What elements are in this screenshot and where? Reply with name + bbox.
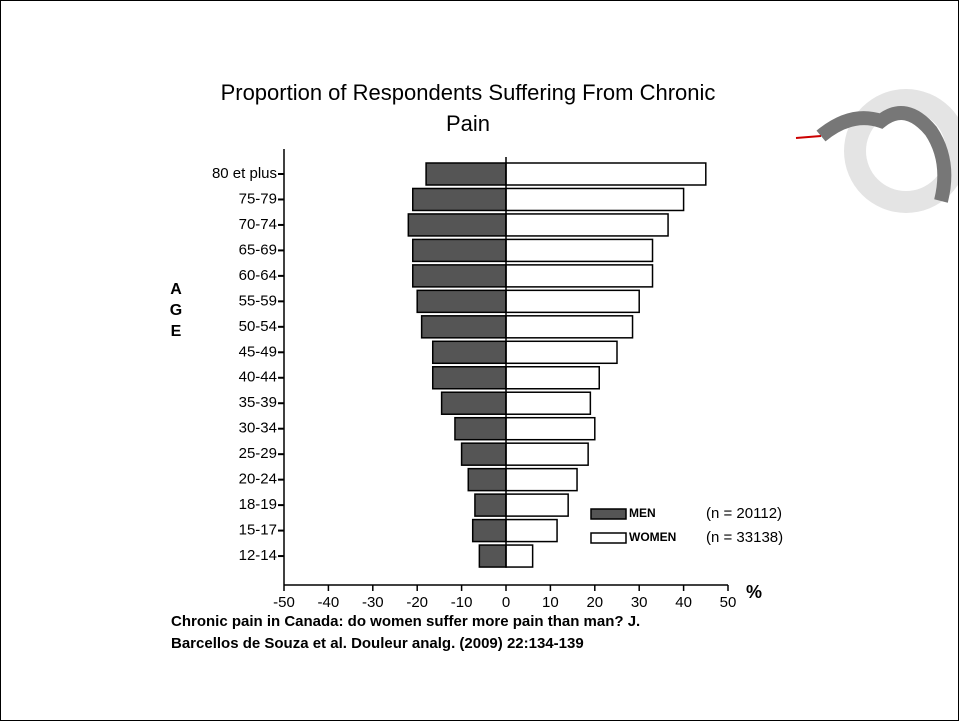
y-tick-label: 25-29 — [239, 445, 277, 462]
x-tick-label: 40 — [675, 594, 692, 611]
source: Barcellos de Souza et al. Douleur analg.… — [171, 635, 584, 652]
bar — [505, 544, 534, 568]
bar — [440, 391, 507, 415]
bar — [505, 340, 618, 365]
bar — [505, 467, 578, 492]
y-tick-label: 55-59 — [239, 292, 277, 309]
legend-note: (n = 33138) — [706, 529, 783, 546]
bar — [505, 187, 685, 212]
y-tick-label: 40-44 — [239, 369, 277, 386]
x-tick-label: 10 — [542, 594, 559, 611]
y-tick-label: 75-79 — [239, 190, 277, 207]
bar — [431, 366, 507, 390]
y-tick-label: 15-17 — [239, 522, 277, 539]
y-tick-label: 65-69 — [239, 241, 277, 258]
x-tick-label: -10 — [451, 594, 473, 611]
bar — [478, 544, 507, 568]
bar — [505, 366, 600, 390]
x-tick-label: -20 — [406, 594, 428, 611]
legend-swatch — [590, 532, 627, 544]
bar — [505, 213, 669, 237]
bar — [474, 493, 507, 517]
y-axis-label: AGE — [169, 281, 183, 340]
x-tick-label: 0 — [502, 594, 510, 611]
decoration — [795, 89, 958, 213]
bar — [505, 416, 596, 441]
bar — [412, 264, 507, 288]
legend-label: MEN — [629, 506, 656, 520]
bar — [505, 493, 569, 517]
y-tick-label: 18-19 — [239, 496, 277, 513]
bar — [505, 518, 558, 543]
bar — [412, 238, 507, 263]
bar — [471, 518, 507, 543]
bar — [505, 162, 707, 186]
bar — [505, 238, 654, 263]
bar — [420, 315, 507, 339]
x-axis-label: % — [746, 582, 762, 602]
legend-swatch — [590, 508, 627, 520]
chart-title: Proportion of Respondents Suffering From… — [220, 80, 716, 136]
x-tick-label: 20 — [586, 594, 603, 611]
x-tick-label: -40 — [318, 594, 340, 611]
bar — [407, 213, 507, 237]
bar — [467, 467, 507, 492]
bar — [505, 315, 634, 339]
x-tick-label: 50 — [720, 594, 737, 611]
x-tick-label: -30 — [362, 594, 384, 611]
legend-note: (n = 20112) — [706, 505, 782, 522]
legend-label: WOMEN — [629, 530, 676, 544]
bar — [425, 162, 507, 186]
y-tick-label: 45-49 — [239, 343, 277, 360]
y-tick-label: 20-24 — [239, 471, 277, 488]
bar — [505, 264, 654, 288]
y-tick-label: 80 et plus — [212, 165, 277, 182]
bar — [431, 340, 507, 365]
y-tick-label: 70-74 — [239, 216, 277, 233]
y-tick-label: 35-39 — [239, 394, 277, 411]
bar — [454, 416, 507, 441]
bar — [460, 442, 507, 466]
y-tick-label: 12-14 — [239, 547, 277, 564]
y-tick-label: 60-64 — [239, 267, 277, 284]
x-tick-label: 30 — [631, 594, 648, 611]
bar — [412, 187, 507, 212]
bar — [505, 391, 592, 415]
x-tick-label: -50 — [273, 594, 295, 611]
bar — [505, 442, 589, 466]
bar — [505, 289, 640, 314]
bar — [416, 289, 507, 314]
source: Chronic pain in Canada: do women suffer … — [171, 613, 641, 630]
y-tick-label: 50-54 — [239, 318, 277, 335]
y-tick-label: 30-34 — [239, 420, 277, 437]
